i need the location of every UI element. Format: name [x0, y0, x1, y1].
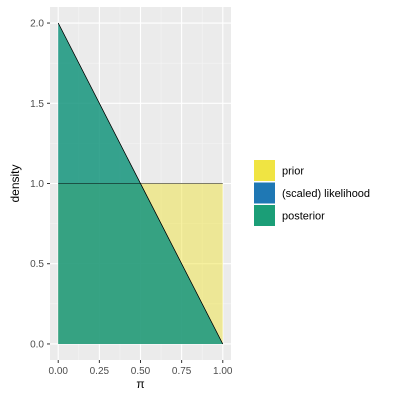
- y-tick-label: 0.0: [30, 339, 44, 350]
- legend-key-posterior: [254, 205, 275, 226]
- y-tick-label: 0.5: [30, 259, 44, 270]
- line-posterior: [57, 22, 224, 345]
- x-tick-label: 0.75: [172, 366, 192, 377]
- legend-key-prior: [254, 160, 275, 181]
- y-tick-label: 1.5: [30, 99, 44, 110]
- x-tick-label: 0.00: [48, 366, 68, 377]
- x-axis-title: π: [136, 377, 144, 391]
- y-tick-label: 1.0: [30, 179, 44, 190]
- legend-label-scaled-likelihood: (scaled) likelihood: [282, 188, 370, 200]
- y-tick-label: 2.0: [30, 19, 44, 30]
- x-tick-label: 0.25: [90, 366, 110, 377]
- x-tick-label: 1.00: [213, 366, 233, 377]
- legend-key-scaled-likelihood: [254, 182, 275, 204]
- legend-label-posterior: posterior: [282, 211, 325, 223]
- legend-label-prior: prior: [282, 166, 304, 178]
- area-posterior: [58, 23, 223, 344]
- y-axis-title: density: [8, 164, 22, 202]
- x-tick-label: 0.50: [131, 366, 151, 377]
